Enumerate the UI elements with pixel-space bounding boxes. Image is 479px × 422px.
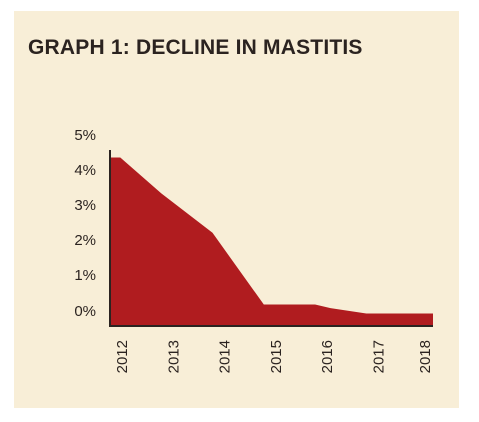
y-tick-label: 2% xyxy=(74,232,96,249)
x-tick-label: 2013 xyxy=(165,340,182,373)
chart-panel xyxy=(14,11,459,408)
x-tick-label: 2014 xyxy=(217,340,234,373)
x-tick-label: 2018 xyxy=(417,340,434,373)
chart-title: GRAPH 1: DECLINE IN MASTITIS xyxy=(28,36,363,59)
x-tick-label: 2017 xyxy=(370,340,387,373)
y-tick-label: 5% xyxy=(74,127,96,144)
y-tick-label: 3% xyxy=(74,197,96,214)
y-tick-label: 1% xyxy=(74,267,96,284)
mastitis-area xyxy=(110,157,433,326)
y-tick-label: 4% xyxy=(74,162,96,179)
x-tick-label: 2016 xyxy=(319,340,336,373)
x-tick-label: 2012 xyxy=(114,340,131,373)
x-tick-label: 2015 xyxy=(268,340,285,373)
y-tick-label: 0% xyxy=(74,303,96,320)
